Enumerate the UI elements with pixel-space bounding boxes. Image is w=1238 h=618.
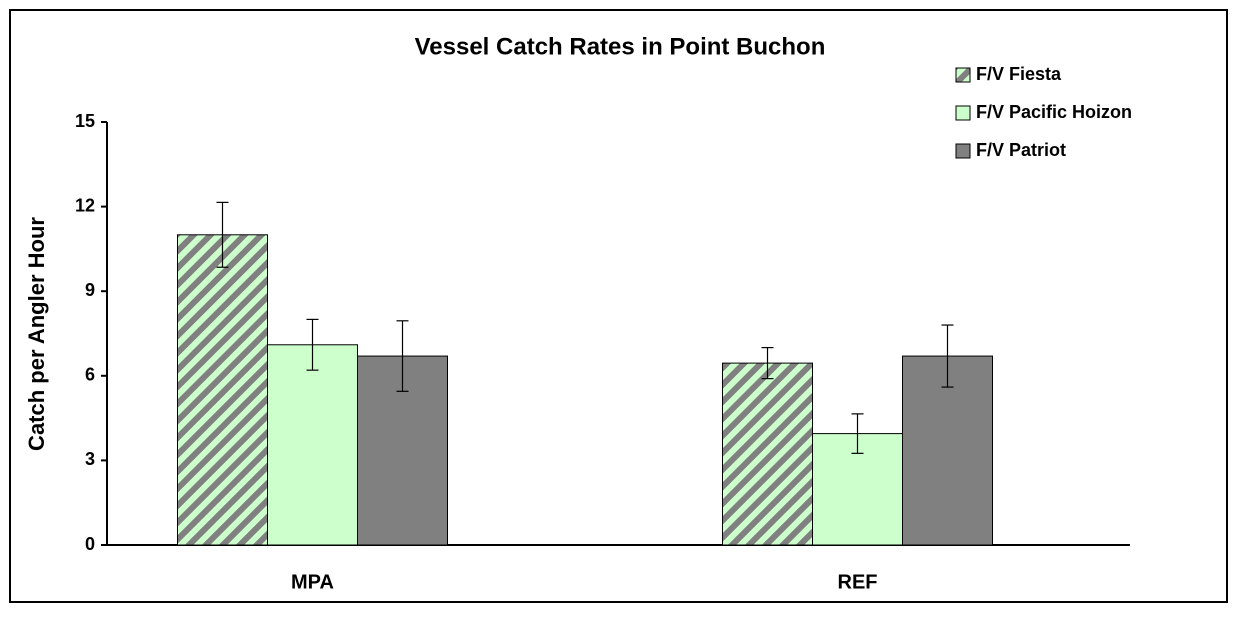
error-bar <box>941 324 954 388</box>
error-bar <box>761 347 774 380</box>
legend-label: F/V Patriot <box>976 140 1066 160</box>
chart-title: Vessel Catch Rates in Point Buchon <box>415 33 826 60</box>
x-tick-label: REF <box>838 571 878 593</box>
y-tick-label: 9 <box>85 280 95 300</box>
error-bar <box>396 320 409 392</box>
legend-marker <box>955 105 971 121</box>
y-tick-label: 12 <box>75 195 95 215</box>
legend-label: F/V Pacific Hoizon <box>976 102 1132 122</box>
y-tick-label: 6 <box>85 365 95 385</box>
y-tick-label: 3 <box>85 449 95 469</box>
y-axis-label: Catch per Angler Hour <box>24 217 49 451</box>
legend-marker <box>955 143 971 159</box>
legend-label: F/V Fiesta <box>976 64 1062 84</box>
legend-marker <box>955 67 971 83</box>
error-bar <box>306 318 319 371</box>
x-tick-label: MPA <box>291 571 334 593</box>
bar <box>267 344 358 546</box>
bar <box>177 234 268 546</box>
error-bar <box>216 201 229 268</box>
bar <box>722 362 813 546</box>
y-tick-label: 15 <box>75 111 95 131</box>
y-tick-label: 0 <box>85 534 95 554</box>
error-bar <box>851 413 864 454</box>
